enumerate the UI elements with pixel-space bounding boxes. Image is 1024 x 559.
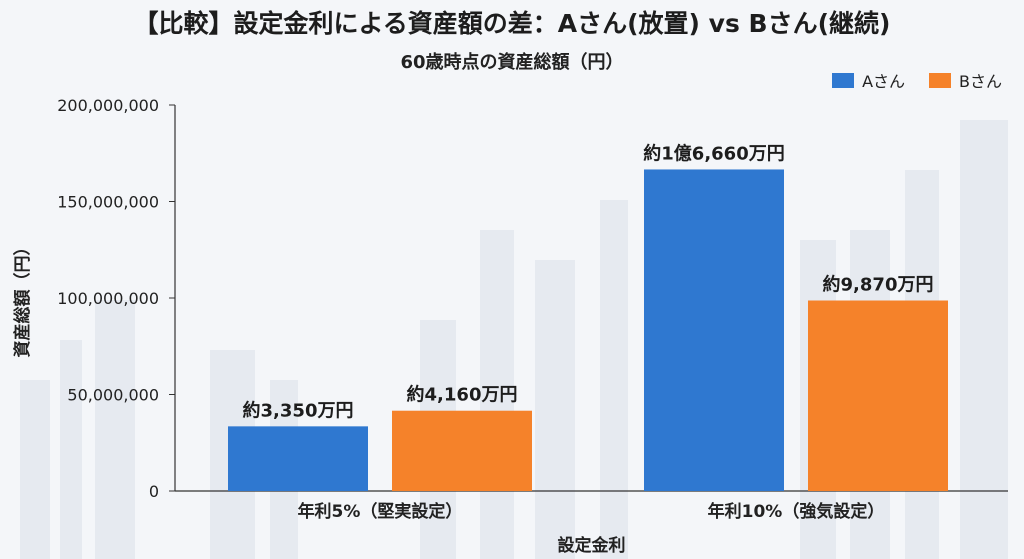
chart-subtitle: 60歳時点の資産総額（円） (400, 52, 624, 73)
x-axis-label: 設定金利 (558, 535, 626, 556)
legend-swatch-a (832, 72, 855, 88)
legend-label-b: Bさん (959, 72, 1002, 91)
legend-label-a: Aさん (862, 72, 906, 91)
y-tick-label: 0 (149, 482, 159, 501)
data-label: 約3,350万円 (243, 399, 354, 421)
y-tick-label: 150,000,000 (57, 193, 159, 212)
data-label: 約4,160万円 (407, 384, 518, 406)
y-axis-label: 資産総額（円） (12, 239, 33, 358)
legend-item-a: Aさん (832, 68, 905, 92)
legend-swatch-b (929, 72, 952, 88)
data-label: 約1億6,660万円 (643, 142, 784, 164)
x-tick-label: 年利5%（堅実設定） (298, 501, 463, 522)
legend: Aさん Bさん (808, 68, 1002, 92)
y-tick-label: 50,000,000 (67, 386, 159, 405)
y-tick-label: 200,000,000 (57, 96, 159, 115)
bar-a-1 (644, 169, 784, 491)
chart-title: 【比較】設定金利による資産額の差：Aさん(放置) vs Bさん(継続) (133, 9, 891, 38)
bar-b-1 (808, 300, 948, 491)
y-tick-label: 100,000,000 (57, 289, 159, 308)
bar-a-0 (228, 426, 368, 491)
bar-b-0 (392, 410, 532, 491)
data-label: 約9,870万円 (823, 274, 934, 296)
x-tick-label: 年利10%（強気設定） (708, 501, 885, 522)
legend-item-b: Bさん (929, 68, 1002, 92)
